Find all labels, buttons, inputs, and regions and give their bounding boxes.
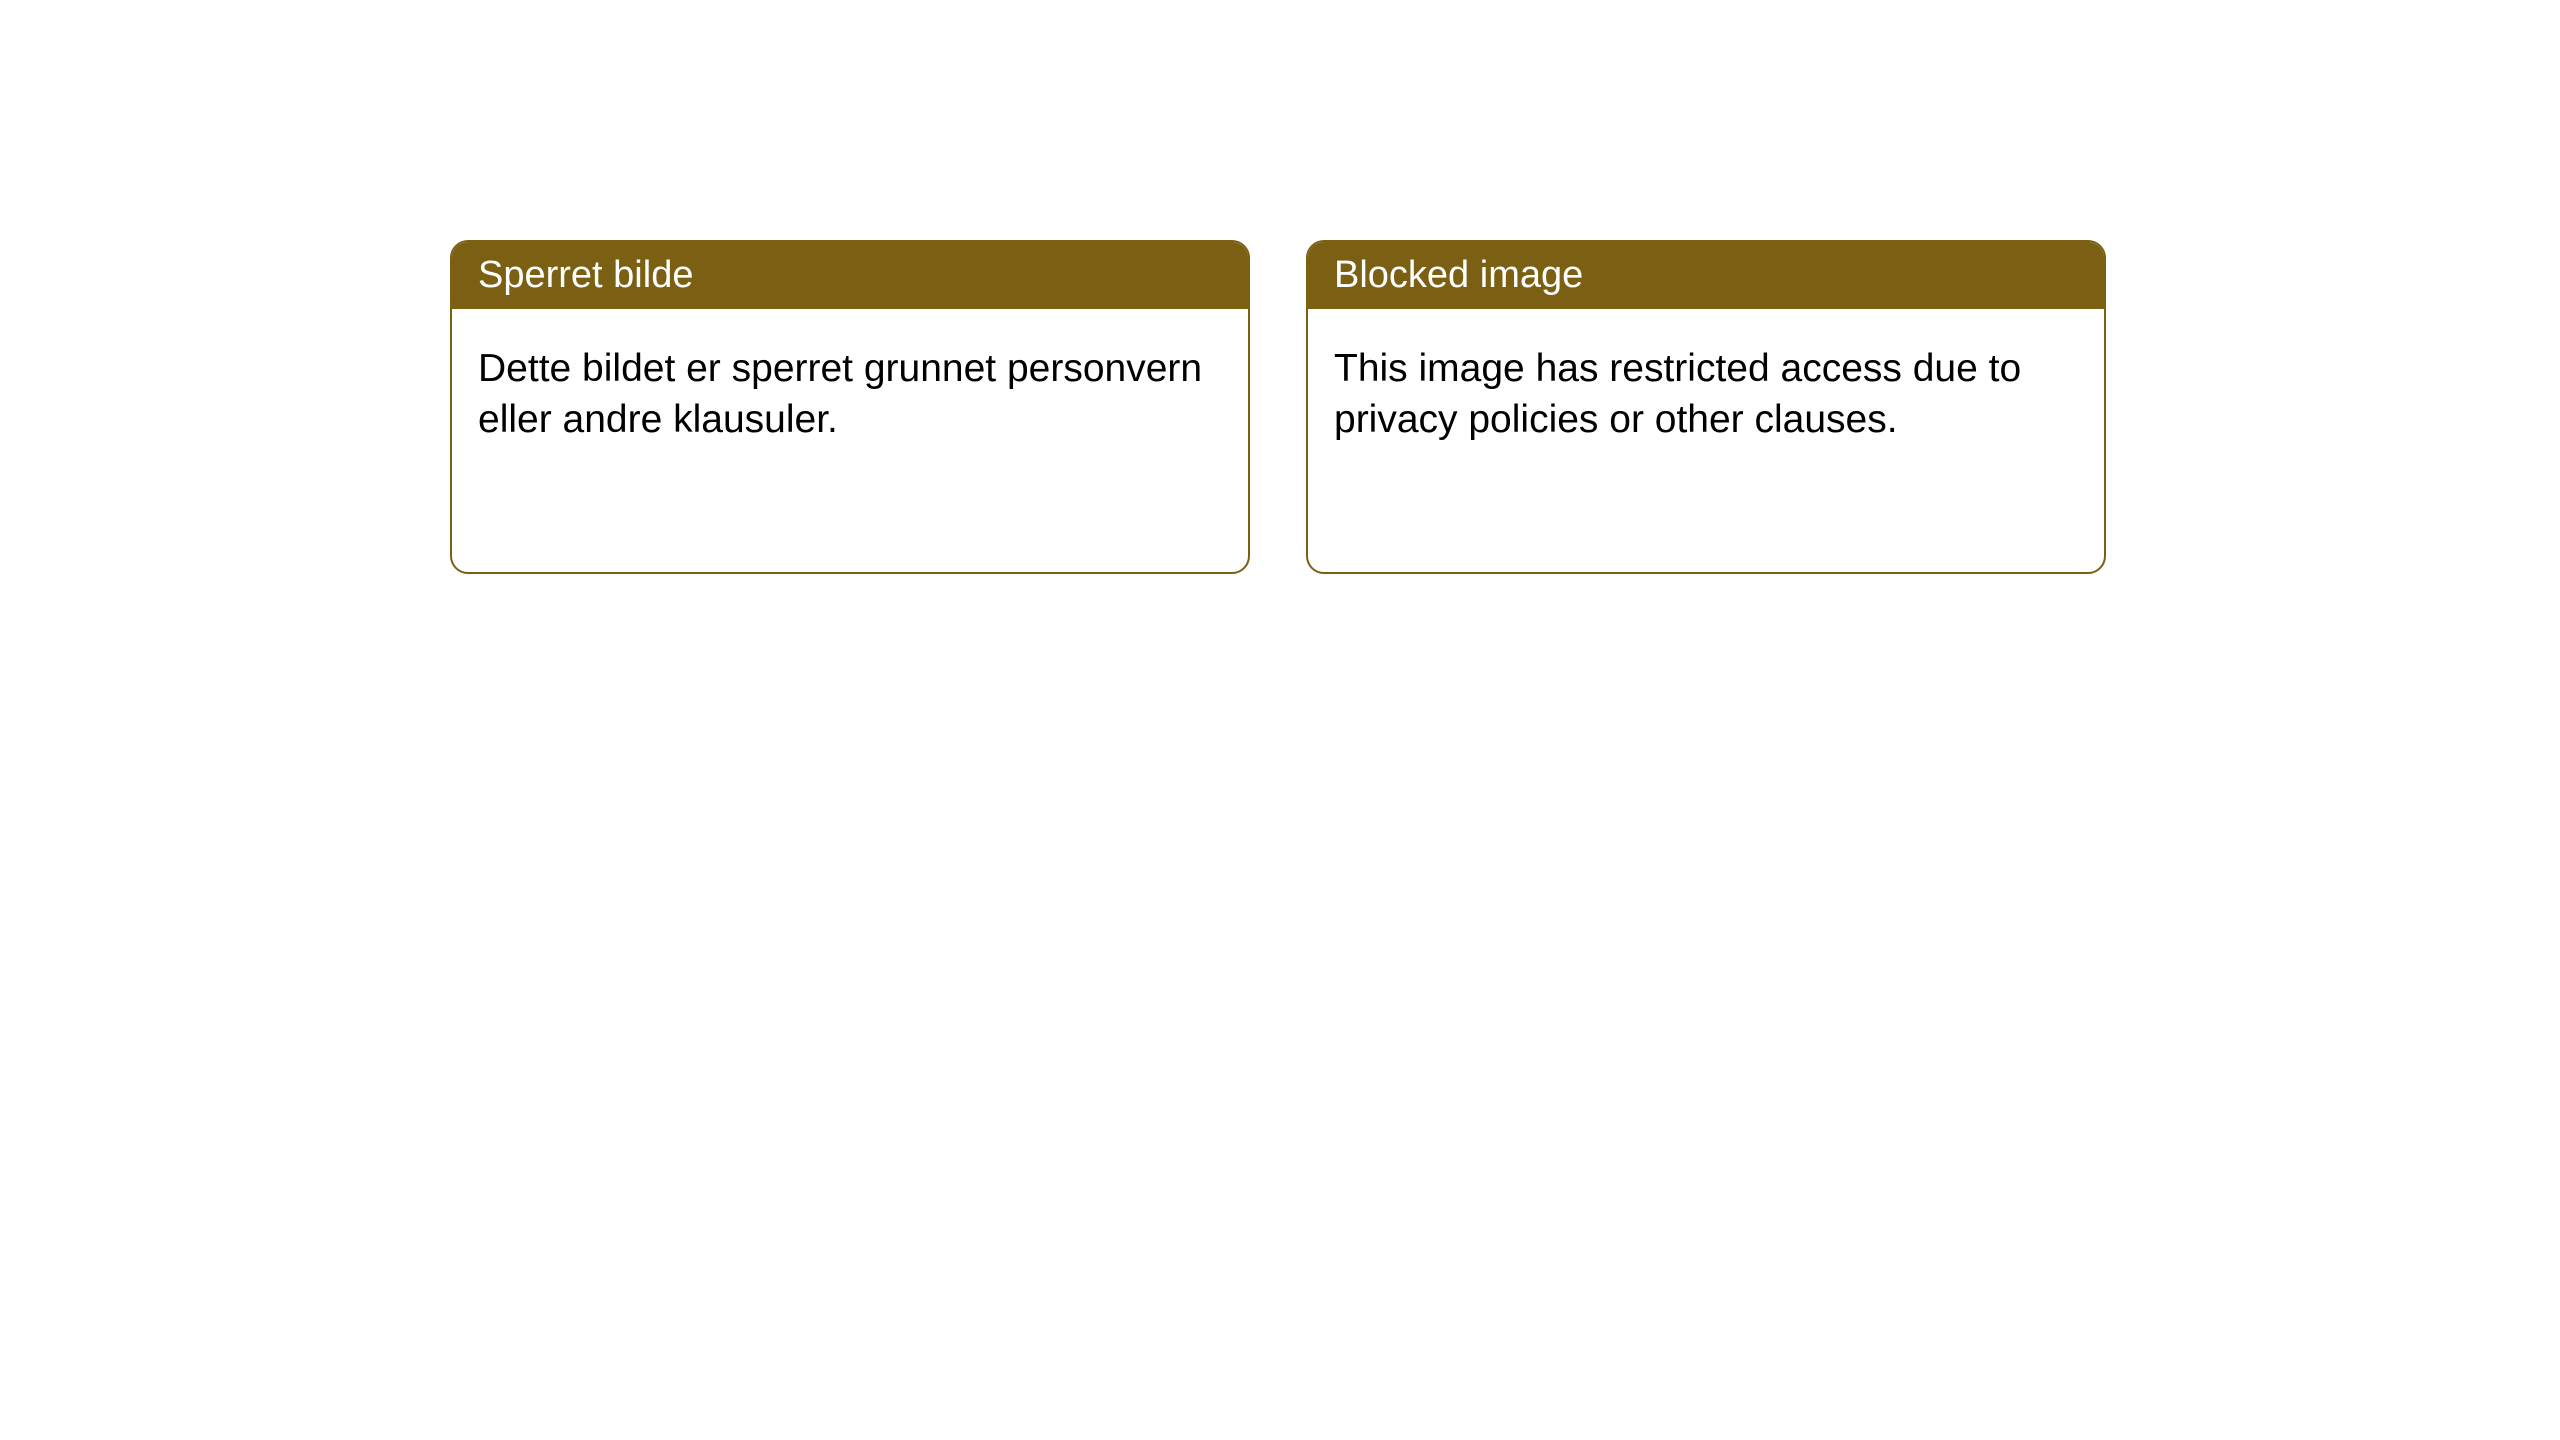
notice-title-norwegian: Sperret bilde (452, 242, 1248, 309)
notice-body-english: This image has restricted access due to … (1308, 309, 2104, 480)
notice-card-english: Blocked image This image has restricted … (1306, 240, 2106, 574)
blocked-image-notices: Sperret bilde Dette bildet er sperret gr… (450, 240, 2106, 574)
notice-title-english: Blocked image (1308, 242, 2104, 309)
notice-body-norwegian: Dette bildet er sperret grunnet personve… (452, 309, 1248, 480)
notice-card-norwegian: Sperret bilde Dette bildet er sperret gr… (450, 240, 1250, 574)
